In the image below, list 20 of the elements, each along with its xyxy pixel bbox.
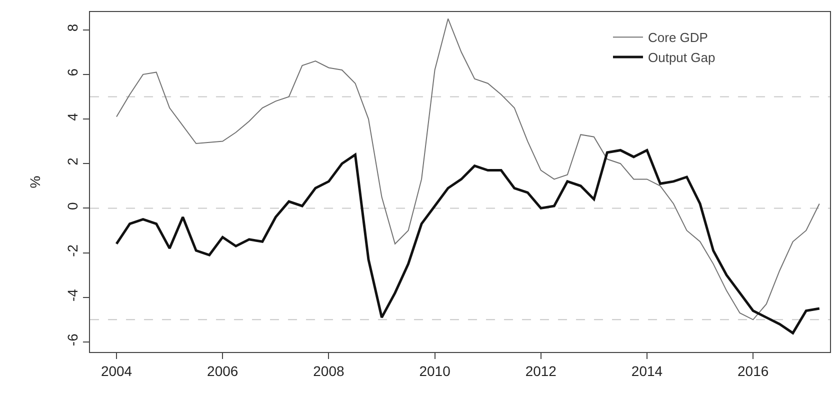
y-tick-label: -2: [64, 244, 80, 257]
y-tick-label: 6: [64, 68, 80, 76]
x-tick-label: 2004: [100, 362, 132, 379]
x-tick-label: 2006: [207, 362, 238, 379]
legend-label: Core GDP: [648, 30, 708, 46]
x-tick-label: 2012: [525, 362, 557, 379]
legend-label: Output Gap: [648, 50, 716, 66]
y-tick-label: 2: [64, 157, 80, 166]
x-tick-label: 2008: [313, 362, 344, 379]
line-series: [115, 148, 821, 334]
y-tick-label: -6: [64, 333, 80, 346]
x-tick-label: 2016: [738, 362, 769, 379]
x-tick-label: 2014: [631, 362, 663, 379]
y-tick-label: 8: [64, 24, 80, 32]
x-tick-label: 2010: [419, 362, 451, 379]
line-series: [116, 18, 820, 320]
y-tick-label: 0: [64, 202, 80, 210]
y-axis-title: %: [27, 176, 43, 188]
y-tick-label: -4: [64, 288, 80, 302]
y-tick-label: 4: [64, 112, 80, 121]
